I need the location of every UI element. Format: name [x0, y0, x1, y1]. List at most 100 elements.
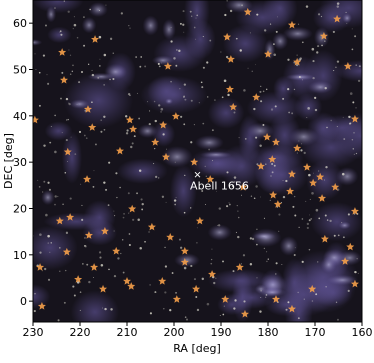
sky-dot: [265, 163, 267, 165]
x-tick-label: 210: [117, 326, 138, 339]
star-marker: [91, 35, 100, 43]
sky-glow: [161, 146, 193, 168]
sky-dot: [256, 228, 258, 231]
sky-dot: [109, 78, 111, 81]
sky-dot: [324, 214, 327, 217]
star-marker: [268, 155, 277, 163]
star-marker: [125, 115, 134, 124]
star-marker: [243, 7, 252, 16]
sky-blob: [147, 74, 186, 108]
sky-dot: [103, 181, 106, 184]
sky-dot: [309, 214, 310, 216]
sky-dot: [59, 31, 61, 33]
star-marker: [100, 226, 109, 235]
star-marker: [33, 115, 39, 124]
sky-dot: [61, 132, 63, 134]
sky-dot: [281, 263, 283, 265]
sky-dot: [112, 52, 115, 55]
sky-dot: [49, 251, 51, 253]
sky-dot: [211, 129, 214, 132]
sky-dot: [249, 237, 252, 240]
sky-dot: [235, 37, 238, 40]
sky-dot: [355, 107, 357, 109]
sky-dot: [68, 49, 70, 51]
sky-dot: [308, 248, 311, 251]
sky-dot: [170, 40, 173, 43]
sky-dot: [321, 44, 323, 47]
sky-dot: [141, 208, 144, 211]
sky-dot: [184, 174, 186, 177]
sky-blob: [70, 290, 120, 322]
sky-dot: [99, 256, 102, 259]
x-tick-label: 230: [23, 326, 44, 339]
star-marker: [123, 277, 131, 285]
sky-dot: [234, 299, 237, 302]
sky-dot: [241, 194, 243, 196]
sky-glow: [282, 26, 313, 41]
sky-dot: [302, 79, 303, 81]
sky-dot: [195, 38, 197, 40]
sky-dot: [183, 95, 185, 97]
sky-dot: [117, 257, 120, 260]
sky-dot: [353, 153, 355, 155]
sky-dot: [265, 88, 268, 91]
sky-dot: [247, 67, 249, 69]
sky-glow: [327, 274, 358, 286]
sky-dot: [196, 308, 200, 312]
star-marker: [171, 112, 180, 120]
sky-dot: [98, 251, 102, 254]
sky-dot: [80, 183, 82, 185]
sky-dot: [333, 234, 336, 237]
sky-dot: [318, 170, 320, 172]
sky-dot: [282, 195, 286, 199]
sky-dot: [183, 211, 186, 214]
sky-dot: [202, 66, 205, 69]
sky-dot: [260, 85, 262, 87]
sky-dot: [122, 216, 125, 219]
sky-dot: [140, 198, 143, 201]
sky-glow: [289, 127, 319, 147]
sky-dot: [34, 53, 36, 55]
sky-dot: [76, 281, 80, 284]
sky-dot: [233, 111, 236, 114]
sky-dot: [140, 56, 143, 58]
sky-dot: [351, 28, 353, 30]
sky-glow: [194, 135, 224, 151]
sky-dot: [47, 242, 49, 244]
sky-dot: [129, 94, 131, 97]
sky-dot: [195, 295, 198, 298]
x-tick-label: 160: [352, 326, 373, 339]
star-marker: [190, 157, 199, 166]
sky-dot: [324, 86, 327, 90]
star-marker: [60, 75, 69, 84]
sky-dot: [99, 58, 101, 60]
y-tick-label: 30: [13, 156, 27, 169]
sky-dot: [271, 162, 274, 165]
sky-dot: [65, 231, 69, 234]
sky-blob: [333, 112, 362, 160]
sky-dot: [178, 238, 181, 241]
sky-dot: [81, 218, 84, 221]
sky-dot: [278, 230, 280, 232]
sky-dot: [190, 207, 192, 209]
sky-glow: [88, 2, 108, 18]
sky-dot: [323, 179, 325, 181]
sky-dot: [326, 126, 328, 129]
sky-dot: [54, 203, 56, 206]
sky-dot: [113, 210, 115, 212]
sky-dot: [72, 64, 74, 67]
sky-dot: [84, 244, 86, 247]
sky-blob: [319, 0, 362, 29]
sky-dot: [255, 185, 258, 188]
star-marker: [206, 175, 215, 183]
star-marker: [192, 284, 201, 293]
sky-dot: [136, 192, 138, 195]
sky-blob: [222, 24, 268, 63]
star-marker: [286, 187, 295, 195]
sky-dot: [190, 264, 193, 268]
sky-dot: [265, 294, 268, 296]
sky-dot: [128, 243, 131, 247]
star-marker: [226, 55, 235, 63]
star-marker: [229, 102, 238, 111]
sky-dot: [137, 218, 140, 221]
